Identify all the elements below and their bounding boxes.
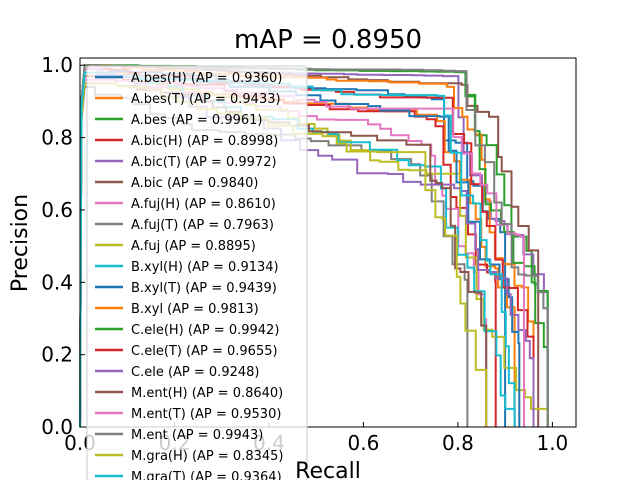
legend-entry: A.bes (AP = 0.9961) — [131, 113, 262, 128]
y-tick-label: 0.0 — [41, 415, 73, 439]
y-tick-label: 0.4 — [41, 270, 73, 294]
legend-box — [86, 65, 308, 480]
legend-entry: C.ele(T) (AP = 0.9655) — [131, 344, 278, 359]
legend-entry: A.bic(T) (AP = 0.9972) — [131, 155, 277, 170]
chart-title: mAP = 0.8950 — [234, 25, 422, 55]
legend-entry: A.bic(H) (AP = 0.8998) — [131, 134, 278, 149]
legend: A.bes(H) (AP = 0.9360) A.bes(T) (AP = 0.9… — [86, 65, 308, 480]
legend-entry: A.bic (AP = 0.9840) — [131, 176, 258, 191]
legend-entry: A.bes(T) (AP = 0.9433) — [131, 92, 281, 107]
legend-entry: A.bes(H) (AP = 0.9360) — [131, 71, 282, 86]
legend-entry: C.ele (AP = 0.9248) — [131, 365, 259, 380]
y-tick-label: 0.2 — [41, 343, 73, 367]
x-tick-label: 0.8 — [442, 431, 474, 455]
legend-entry: B.xyl (AP = 0.9813) — [131, 302, 259, 317]
x-axis-label: Recall — [295, 459, 361, 480]
legend-entry: M.ent(H) (AP = 0.8640) — [131, 386, 283, 401]
y-tick-label: 1.0 — [41, 53, 73, 77]
plot-frame — [79, 57, 577, 428]
legend-entry: B.xyl(H) (AP = 0.9134) — [131, 260, 279, 275]
x-tick-label: 0.6 — [348, 431, 380, 455]
x-tick-label: 1.0 — [536, 431, 568, 455]
legend-entry: M.ent (AP = 0.9943) — [131, 428, 263, 443]
y-axis-label: Precision — [8, 194, 33, 292]
legend-entry: A.fuj(T) (AP = 0.7963) — [131, 218, 274, 233]
legend-entry: M.gra(T) (AP = 0.9364) — [131, 470, 282, 480]
legend-entry: C.ele(H) (AP = 0.9942) — [131, 323, 279, 338]
legend-entry: A.fuj (AP = 0.8895) — [131, 239, 256, 254]
legend-entry: A.fuj(H) (AP = 0.8610) — [131, 197, 276, 212]
legend-entry: M.ent(T) (AP = 0.9530) — [131, 407, 281, 422]
y-tick-label: 0.6 — [41, 198, 73, 222]
legend-entry: M.gra(H) (AP = 0.8345) — [131, 449, 283, 464]
legend-entry: B.xyl(T) (AP = 0.9439) — [131, 281, 277, 296]
y-tick-label: 0.8 — [41, 126, 73, 150]
